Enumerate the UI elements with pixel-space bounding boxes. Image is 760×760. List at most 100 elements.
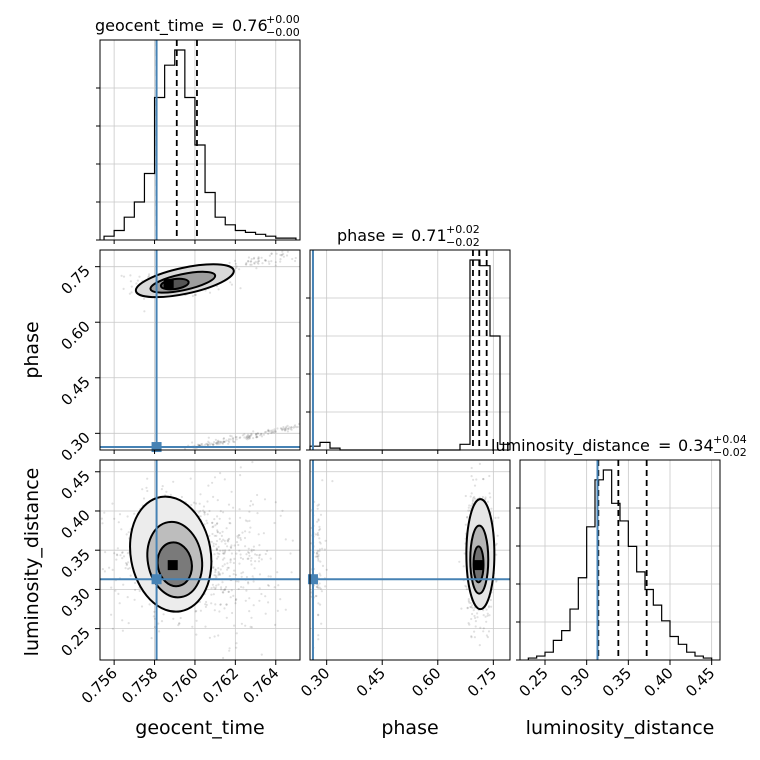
lumdist-vs-geocent-time-point (241, 557, 245, 561)
lumdist-vs-geocent-time-point (225, 603, 228, 606)
phase-vs-geocent-time-point (264, 259, 267, 262)
phase-vs-geocent-time-point (246, 438, 249, 441)
phase-vs-geocent-time-point (281, 250, 284, 253)
phase-vs-geocent-time-point (120, 274, 123, 277)
lumdist-vs-geocent-time-point (235, 580, 238, 583)
lumdist-vs-geocent-time-point (229, 522, 232, 525)
lumdist-vs-geocent-time-point (203, 511, 206, 514)
phase-vs-geocent-time-point (217, 288, 220, 291)
phase-vs-geocent-time-point (201, 442, 204, 446)
lumdist-vs-phase-point (497, 516, 500, 519)
lumdist-vs-geocent-time-point (217, 570, 220, 574)
phase-vs-geocent-time-frame (99, 249, 301, 451)
lumdist-vs-geocent-time-point (267, 601, 270, 604)
lumdist-vs-geocent-time-point (192, 501, 196, 504)
title-geocent-time: geocent_time = 0.76 +0.00 −0.00 (95, 13, 300, 39)
geocent-time-xtick-label-0: 0.756 (78, 664, 121, 707)
xlabel-phase: phase (381, 717, 438, 739)
lumdist-vs-geocent-time-point (238, 508, 241, 511)
lumdist-vs-phase-point (485, 634, 488, 637)
lumdist-vs-phase-point (317, 559, 320, 562)
lumdist-vs-geocent-time-point (203, 513, 206, 516)
lumdist-vs-geocent-time-point (210, 593, 213, 596)
lumdist-vs-geocent-time-point (258, 554, 261, 557)
title-phase-value: 0.71 (411, 226, 447, 245)
lumdist-vs-geocent-time-point (220, 540, 223, 543)
lumdist-vs-geocent-time-point (284, 538, 287, 541)
lumdist-vs-geocent-time-point (279, 598, 282, 601)
phase-vs-geocent-time-point (122, 275, 126, 278)
lumdist-vs-geocent-time-point (194, 502, 198, 505)
phase-vs-geocent-time-point (270, 431, 273, 435)
lumdist-vs-phase-point (482, 609, 485, 612)
lumdist-vs-geocent-time-point (211, 521, 214, 524)
phase-vs-geocent-time-point (227, 438, 231, 441)
lumdist-vs-geocent-time-point (104, 551, 107, 554)
lumdist-vs-geocent-time-point (210, 602, 213, 605)
lumdist-vs-geocent-time-point (223, 478, 226, 481)
phase-vs-geocent-time-point (222, 440, 225, 443)
lumdist-vs-geocent-time-point (257, 560, 261, 563)
lumdist-vs-geocent-time-point (204, 605, 207, 609)
phase-vs-geocent-time-point (197, 444, 200, 447)
title-lumdist-value: 0.34 (678, 436, 714, 455)
phase-vs-geocent-time-point (136, 279, 139, 282)
lumdist-vs-geocent-time-point (248, 510, 251, 513)
lumdist-vs-geocent-time-point (216, 522, 219, 525)
lumdist-vs-phase-point (468, 504, 471, 507)
lumdist-vs-geocent-time-point (225, 603, 228, 606)
lumdist-vs-geocent-time-point (199, 493, 202, 496)
lumdist-vs-phase-point (487, 630, 491, 633)
lumdist-vs-phase-point (316, 520, 319, 523)
lumdist-vs-geocent-time-point (203, 523, 206, 526)
phase-vs-geocent-time-point (281, 253, 284, 256)
lumdist-vs-phase-point (490, 507, 493, 510)
lumdist-vs-geocent-time-point (250, 550, 253, 553)
lumdist-vs-geocent-time-point (276, 609, 279, 613)
xlabel-luminosity-distance: luminosity_distance (526, 717, 715, 739)
lumdist-vs-phase-point (463, 552, 466, 555)
phase-vs-geocent-time-point (235, 435, 238, 439)
phase-vs-geocent-time-point (253, 261, 256, 264)
lumdist-vs-phase-point (488, 614, 491, 617)
lumdist-vs-phase-frame (309, 459, 511, 661)
phase-vs-geocent-time-point (270, 252, 273, 255)
lumdist-vs-geocent-time-point (100, 517, 103, 520)
lumdist-vs-phase-point (314, 595, 317, 598)
phase-vs-geocent-time-point (270, 252, 273, 255)
lumdist-vs-geocent-time-point (221, 591, 224, 594)
lumdist-vs-phase-point (470, 504, 473, 507)
phase-vs-geocent-time-point (215, 442, 218, 445)
lumdist-vs-phase-point (472, 609, 475, 612)
lumdist-vs-geocent-time-point (251, 503, 255, 506)
lumdist-vs-geocent-time-point (258, 556, 261, 560)
lumdist-vs-geocent-time-point (214, 569, 217, 572)
phase-vs-geocent-time-point (208, 291, 212, 294)
title-luminosity-distance: luminosity_distance = 0.34 +0.04 −0.02 (491, 433, 747, 459)
lumdist-vs-phase-point (331, 480, 334, 483)
lumdist-vs-phase-point (474, 625, 477, 628)
lumdist-vs-phase-point (489, 598, 492, 602)
lumdist-vs-geocent-time-point (204, 625, 207, 628)
luminosity-distance-xtick-label-4: 0.45 (682, 664, 718, 700)
xlabel-geocent-time: geocent_time (135, 717, 264, 739)
lumdist-vs-geocent-time-point (150, 637, 153, 640)
lumdist-vs-phase-point (319, 603, 322, 606)
phase-vs-geocent-time-point (279, 253, 282, 257)
luminosity-distance-xtick-label-2: 0.35 (599, 664, 635, 700)
phase-panel (306, 249, 511, 451)
phase-vs-geocent-time-point (213, 441, 216, 444)
lumdist-vs-phase-point (476, 612, 479, 615)
lumdist-vs-geocent-time-point (148, 603, 151, 606)
lumdist-vs-phase-point (494, 516, 497, 520)
phase-vs-geocent-time-point (281, 429, 284, 432)
phase-vs-geocent-time-point (250, 257, 253, 261)
lumdist-vs-geocent-time-point (142, 497, 146, 500)
lumdist-vs-geocent-time-point (195, 619, 198, 622)
lumdist-vs-geocent-time-point (157, 622, 160, 625)
phase-vs-geocent-time-point (231, 436, 235, 440)
lumdist-vs-geocent-time-point (206, 513, 209, 516)
phase-vs-geocent-time-point (222, 440, 225, 443)
lumdist-vs-geocent-time-point (212, 545, 215, 548)
lumdist-vs-geocent-time-point (211, 521, 214, 525)
